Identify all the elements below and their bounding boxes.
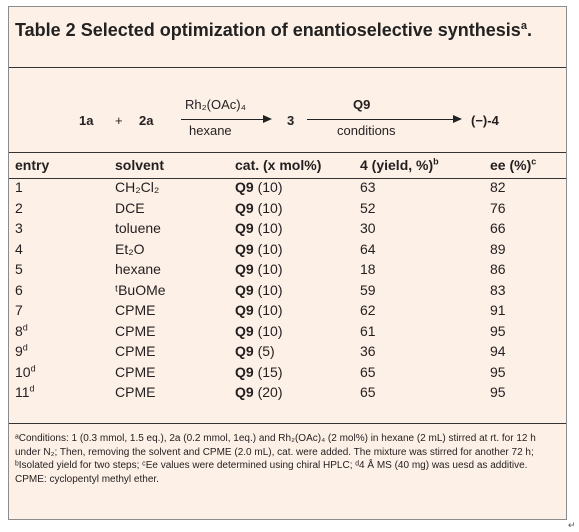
table-row: 2 DCE Q9 (10) 52 76: [9, 198, 566, 219]
arrow-2: [307, 119, 455, 120]
cell-entry: 4: [15, 240, 23, 257]
cell-ee: 83: [490, 281, 506, 298]
cell-yield: 64: [360, 240, 376, 257]
cell-entry: 5: [15, 261, 23, 277]
header-bottom-rule: [9, 178, 566, 179]
arrow-2-head: [453, 115, 462, 123]
reaction-scheme: 1a + 2a Rh₂(OAc)₄ hexane 3 Q9 conditions…: [9, 97, 566, 149]
reactant-2a: 2a: [139, 113, 154, 128]
reactant-1a: 1a: [79, 113, 94, 128]
cell-ee: 95: [490, 384, 506, 400]
cell-entry: 10d: [15, 362, 36, 380]
cell-cat: Q9 (10): [235, 240, 283, 257]
cell-entry: 9d: [15, 342, 28, 359]
cell-yield: 61: [360, 322, 376, 339]
cell-yield: 59: [360, 281, 376, 298]
cell-ee: 86: [490, 261, 506, 277]
cell-solvent: CPME: [115, 384, 156, 400]
cell-yield: 62: [360, 302, 376, 318]
cell-solvent: toluene: [115, 220, 161, 236]
cell-cat: Q9 (5): [235, 343, 275, 359]
cell-ee: 95: [490, 322, 506, 339]
header-ee: ee (%)c: [490, 156, 537, 173]
header-row: entry solvent cat. (x mol%) 4 (yield, %)…: [9, 153, 566, 177]
header-yield: 4 (yield, %)b: [360, 156, 439, 173]
cell-cat: Q9 (10): [235, 302, 283, 318]
cell-ee: 89: [490, 240, 506, 257]
cell-ee: 66: [490, 220, 506, 236]
table-title: Table 2 Selected optimization of enantio…: [15, 20, 532, 40]
cell-cat: Q9 (10): [235, 281, 283, 298]
cell-entry: 7: [15, 302, 23, 318]
table-row: 11d CPME Q9 (20) 65 95: [9, 382, 566, 403]
arrow-1: [181, 119, 265, 120]
table-bottom-rule: [9, 423, 566, 424]
cell-ee: 76: [490, 199, 506, 216]
cell-ee: 95: [490, 363, 506, 380]
table-row: 5 hexane Q9 (10) 18 86: [9, 259, 566, 280]
cell-solvent: CPME: [115, 302, 156, 318]
cell-solvent: CPME: [115, 343, 156, 359]
table-row: 3 toluene Q9 (10) 30 66: [9, 218, 566, 239]
cell-entry: 1: [15, 179, 23, 195]
return-mark: ↵: [568, 520, 576, 530]
plus-sign: +: [115, 113, 123, 128]
cell-solvent: ᵗBuOMe: [115, 281, 166, 298]
cell-ee: 82: [490, 179, 506, 195]
cell-cat: Q9 (10): [235, 220, 283, 236]
arrow-1-head: [263, 115, 272, 123]
cell-cat: Q9 (20): [235, 384, 283, 400]
reagent-conditions: conditions: [337, 123, 396, 138]
cell-solvent: CH₂Cl₂: [115, 179, 160, 195]
reagent-q9: Q9: [353, 97, 371, 112]
table-row: 6 ᵗBuOMe Q9 (10) 59 83: [9, 280, 566, 301]
cell-solvent: CPME: [115, 363, 156, 380]
cell-yield: 63: [360, 179, 376, 195]
header-solvent: solvent: [115, 157, 165, 173]
cell-cat: Q9 (10): [235, 199, 283, 216]
table-panel: Table 2 Selected optimization of enantio…: [8, 6, 567, 520]
cell-yield: 18: [360, 261, 376, 277]
cell-entry: 8d: [15, 321, 28, 339]
cell-yield: 36: [360, 343, 376, 359]
reagent-rh: Rh₂(OAc)₄: [185, 97, 246, 112]
cell-entry: 11d: [15, 383, 35, 400]
table-row: 4 Et₂O Q9 (10) 64 89: [9, 239, 566, 260]
table-footnote: ᵃConditions: 1 (0.3 mmol, 1.5 eq.), 2a (…: [15, 433, 536, 485]
cell-solvent: Et₂O: [115, 240, 145, 257]
product-4: (−)-4: [471, 113, 499, 128]
cell-cat: Q9 (10): [235, 261, 283, 277]
intermediate-3: 3: [287, 113, 295, 128]
cell-cat: Q9 (10): [235, 179, 283, 195]
cell-cat: Q9 (10): [235, 322, 283, 339]
cell-yield: 52: [360, 199, 376, 216]
header-entry: entry: [15, 157, 50, 173]
cell-ee: 94: [490, 343, 506, 359]
table-row: 8d CPME Q9 (10) 61 95: [9, 321, 566, 342]
table-row: 1 CH₂Cl₂ Q9 (10) 63 82: [9, 177, 566, 198]
cell-entry: 2: [15, 199, 23, 216]
table-row: 7 CPME Q9 (10) 62 91: [9, 300, 566, 321]
cell-yield: 30: [360, 220, 376, 236]
table-row: 9d CPME Q9 (5) 36 94: [9, 341, 566, 362]
title-rule: [9, 67, 566, 68]
cell-entry: 3: [15, 220, 23, 236]
cell-solvent: DCE: [115, 199, 145, 216]
cell-yield: 65: [360, 363, 376, 380]
cell-yield: 65: [360, 384, 376, 400]
header-top-rule: [9, 152, 566, 153]
cell-ee: 91: [490, 302, 506, 318]
cell-cat: Q9 (15): [235, 363, 283, 380]
cell-solvent: hexane: [115, 261, 161, 277]
results-table: entry solvent cat. (x mol%) 4 (yield, %)…: [9, 153, 566, 403]
header-cat: cat. (x mol%): [235, 157, 322, 173]
cell-entry: 6: [15, 281, 23, 298]
cell-solvent: CPME: [115, 322, 156, 339]
table-row: 10d CPME Q9 (15) 65 95: [9, 362, 566, 383]
reagent-hexane: hexane: [189, 123, 232, 138]
